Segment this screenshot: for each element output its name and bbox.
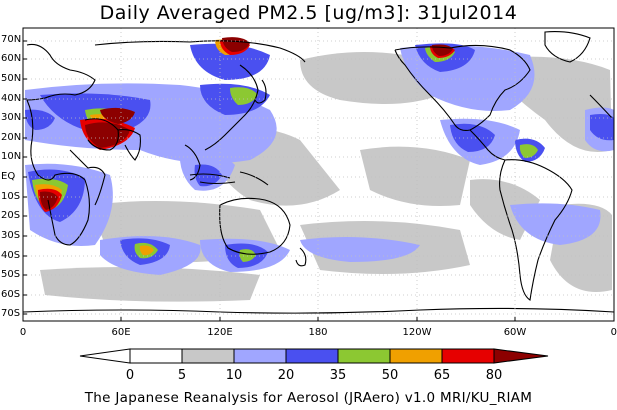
pm25-field bbox=[25, 37, 614, 302]
coast-africa-west bbox=[26, 99, 91, 246]
lat-label-40n: 40N bbox=[1, 93, 22, 104]
lon-label-60e: 60E bbox=[111, 327, 131, 338]
tick-marks bbox=[23, 40, 516, 321]
colorbar-bin-35-50 bbox=[337, 348, 391, 364]
field-gray-east-pacific bbox=[360, 146, 470, 206]
coast-south-america bbox=[499, 159, 573, 301]
colorbar-min-arrow bbox=[79, 348, 131, 364]
colorbar-label-20: 20 bbox=[277, 368, 295, 383]
lon-label-0-right: 0 bbox=[610, 327, 617, 338]
field-blue-siberia bbox=[190, 43, 270, 80]
lat-label-60s: 60S bbox=[1, 289, 21, 300]
lat-label-eq: EQ bbox=[1, 171, 16, 182]
coast-indonesia bbox=[189, 171, 269, 186]
colorbar-bin-0-5 bbox=[129, 348, 183, 364]
coast-north-america bbox=[394, 44, 531, 131]
field-darkred-sahara bbox=[100, 107, 135, 124]
coast-europe bbox=[26, 43, 96, 101]
colorbar-label-50: 50 bbox=[381, 368, 399, 383]
coastlines bbox=[22, 31, 615, 314]
colorbar-bin-20-35 bbox=[285, 348, 339, 364]
colorbar-label-10: 10 bbox=[225, 368, 243, 383]
colorbar-label-65: 65 bbox=[433, 368, 451, 383]
lat-label-30s: 30S bbox=[1, 230, 21, 241]
coast-india bbox=[117, 129, 141, 161]
colorbar bbox=[79, 348, 549, 364]
field-orange-indian bbox=[139, 245, 154, 256]
coast-asia-north bbox=[94, 40, 306, 63]
lat-label-50s: 50S bbox=[1, 269, 21, 280]
coast-antarctica bbox=[22, 307, 615, 314]
colorbar-bin-5-10 bbox=[181, 348, 235, 364]
lat-label-50n: 50N bbox=[1, 73, 22, 84]
colorbar-bin-65-80 bbox=[441, 348, 495, 364]
lat-label-20s: 20S bbox=[1, 210, 21, 221]
lon-label-180: 180 bbox=[308, 327, 328, 338]
colorbar-bin-50-65 bbox=[389, 348, 443, 364]
colorbar-max-arrow bbox=[493, 348, 549, 364]
field-green-china bbox=[230, 87, 258, 105]
field-lblue-south-america bbox=[510, 203, 601, 245]
coast-new-zealand bbox=[295, 247, 307, 267]
colorbar-label-35: 35 bbox=[329, 368, 347, 383]
field-green-australia bbox=[239, 249, 256, 262]
lat-label-30n: 30N bbox=[1, 112, 22, 123]
colorbar-label-5: 5 bbox=[177, 368, 187, 383]
lat-label-20n: 20N bbox=[1, 132, 22, 143]
coast-australia bbox=[219, 197, 291, 255]
lat-label-70s: 70S bbox=[1, 308, 21, 319]
field-darkred-mideast bbox=[85, 122, 130, 148]
lat-label-10n: 10N bbox=[1, 151, 22, 162]
lat-label-10s: 10S bbox=[1, 191, 21, 202]
field-gray-southern-ocean bbox=[40, 266, 260, 302]
lon-label-120w: 120W bbox=[402, 327, 432, 338]
lat-label-70n: 70N bbox=[1, 34, 22, 45]
lat-label-40s: 40S bbox=[1, 250, 21, 261]
field-blue-indonesia bbox=[194, 164, 222, 187]
coast-se-asia bbox=[184, 144, 201, 181]
coast-greenland bbox=[544, 31, 591, 63]
lon-label-0-left: 0 bbox=[19, 327, 27, 338]
map-title: Daily Averaged PM2.5 [ug/m3]: 31Jul2014 bbox=[99, 2, 518, 24]
coast-central-america bbox=[469, 129, 506, 161]
coast-japan bbox=[254, 79, 267, 104]
colorbar-label-80: 80 bbox=[485, 368, 503, 383]
coast-africa-east bbox=[69, 149, 106, 206]
colorbar-label-0: 0 bbox=[125, 368, 135, 383]
field-darkred-africa bbox=[40, 191, 58, 210]
coast-arabia bbox=[84, 118, 119, 151]
coast-asia-east bbox=[204, 64, 259, 151]
field-blue-west-sahara bbox=[590, 114, 614, 141]
lat-label-60n: 60N bbox=[1, 53, 22, 64]
lon-label-120e: 120E bbox=[207, 327, 233, 338]
field-lblue-south-pacific bbox=[300, 236, 420, 262]
lon-label-60w: 60W bbox=[503, 327, 527, 338]
colorbar-bin-10-20 bbox=[233, 348, 287, 364]
grid-lines bbox=[23, 28, 614, 321]
field-green-atlantic bbox=[519, 144, 538, 158]
footer-credit: The Japanese Reanalysis for Aerosol (JRA… bbox=[84, 390, 533, 406]
coast-west-africa-right bbox=[589, 94, 613, 119]
